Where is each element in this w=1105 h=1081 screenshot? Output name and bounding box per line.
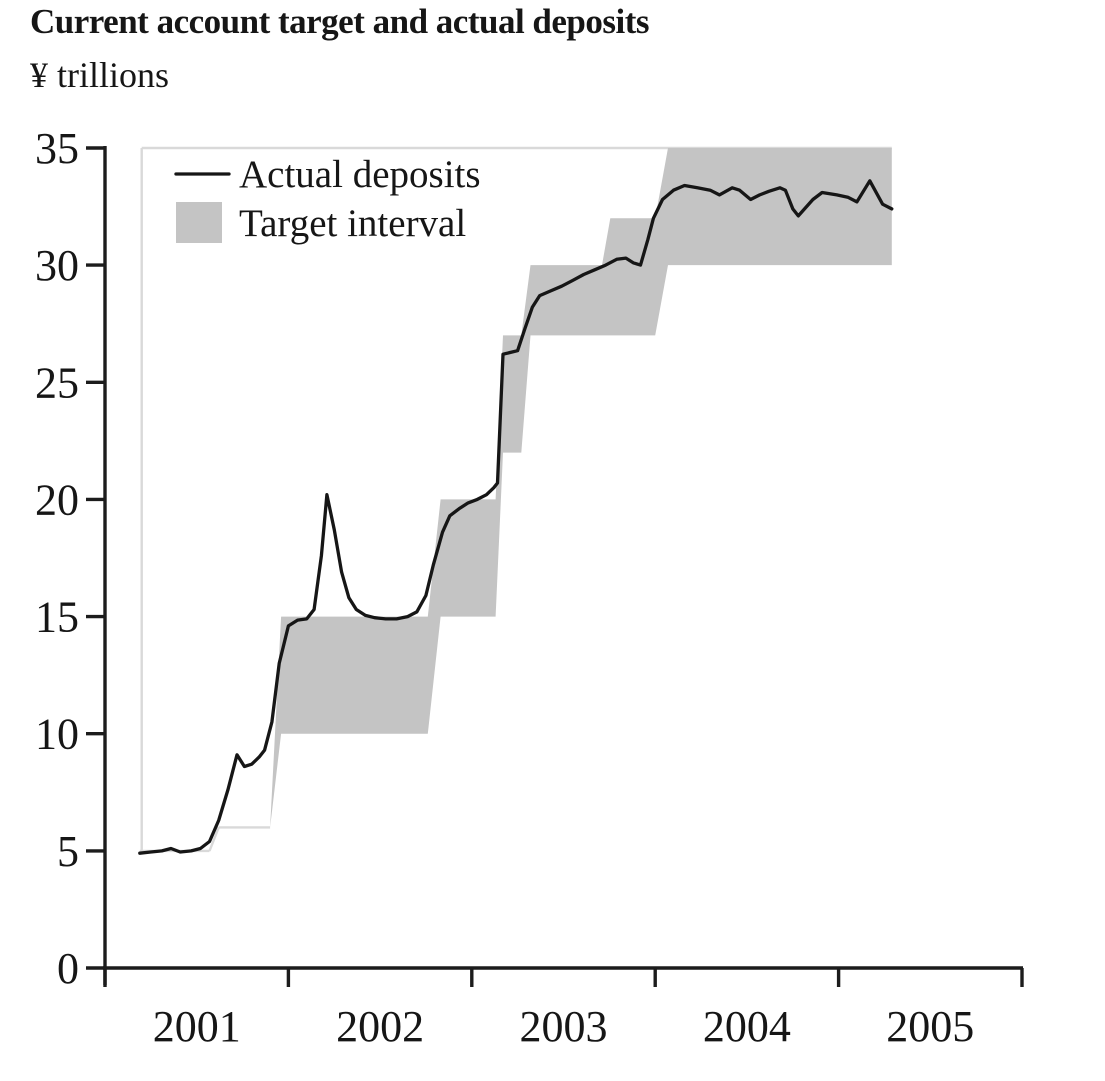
x-tick-label: 2004 <box>703 1002 791 1051</box>
legend: Actual deposits Target interval <box>174 153 481 245</box>
y-tick-label: 25 <box>35 358 79 407</box>
target-interval-band <box>270 148 892 828</box>
legend-line-label: Actual deposits <box>239 153 481 196</box>
x-tick-label: 2003 <box>520 1002 608 1051</box>
actual-deposits-line <box>138 179 894 855</box>
target-band-layer <box>270 148 892 828</box>
series-layer <box>138 179 894 855</box>
legend-band-swatch <box>176 202 222 243</box>
x-tick-label: 2001 <box>153 1002 241 1051</box>
x-tick-label: 2005 <box>886 1002 974 1051</box>
legend-band-label: Target interval <box>239 202 466 245</box>
y-tick-label: 30 <box>35 241 79 290</box>
target-outline-line <box>208 826 220 852</box>
y-tick-label: 15 <box>35 593 79 642</box>
y-tick-label: 0 <box>57 944 79 993</box>
y-tick-label: 35 <box>35 124 79 173</box>
y-tick-label: 10 <box>35 710 79 759</box>
chart-title: Current account target and actual deposi… <box>30 2 650 41</box>
axes-layer: 0 5 10 15 20 25 30 35 2001 2002 2003 2004 2005 <box>35 124 1024 1051</box>
chart-unit-label: ¥ trillions <box>30 55 170 95</box>
y-tick-label: 20 <box>35 475 79 524</box>
x-tick-label: 2002 <box>336 1002 424 1051</box>
y-tick-label: 5 <box>57 827 79 876</box>
